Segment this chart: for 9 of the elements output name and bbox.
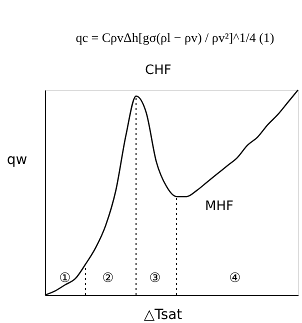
annotation: ① (59, 271, 71, 286)
text: CHF (145, 63, 172, 78)
annotation: ④ (229, 271, 241, 286)
chart-title: qc = CρvΔh[gσ(ρl − ρv) / ρv²]^1/4 (1) (76, 30, 274, 45)
y-axis-title: qw (6, 152, 28, 168)
annotation: MHF (205, 199, 234, 214)
annotation: ② (102, 271, 114, 286)
x-axis-title: △Tsat (144, 307, 183, 323)
annotation: ③ (149, 271, 161, 286)
